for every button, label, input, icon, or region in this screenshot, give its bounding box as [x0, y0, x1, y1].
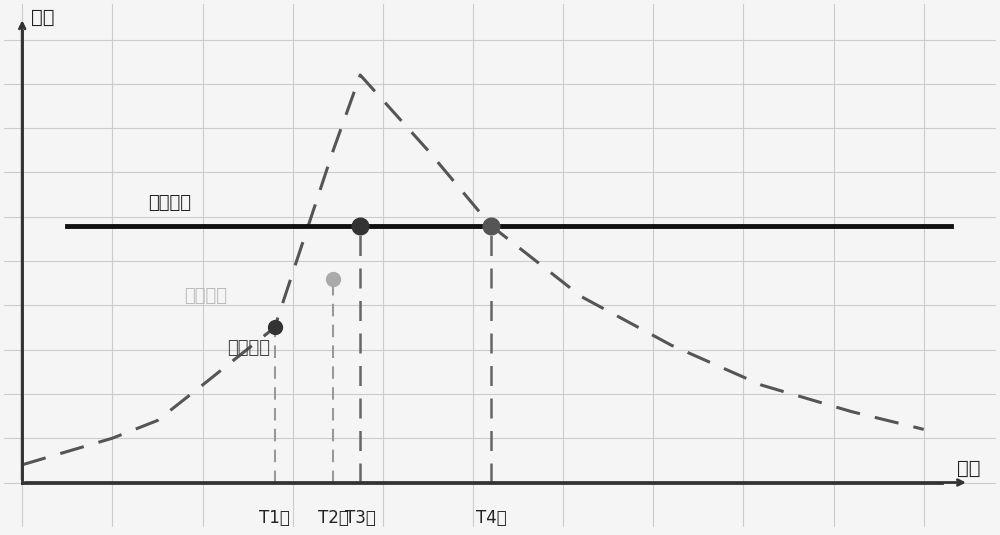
Text: T3关: T3关	[345, 509, 376, 527]
Text: 水位: 水位	[31, 8, 55, 27]
Text: 准备转移: 准备转移	[227, 339, 270, 356]
Text: T1关: T1关	[259, 509, 290, 527]
Text: T4关: T4关	[476, 509, 506, 527]
Text: 时间: 时间	[957, 459, 981, 478]
Text: T2关: T2关	[318, 509, 349, 527]
Text: 成灾水位: 成灾水位	[148, 194, 191, 212]
Text: 立即转移: 立即转移	[184, 287, 227, 305]
